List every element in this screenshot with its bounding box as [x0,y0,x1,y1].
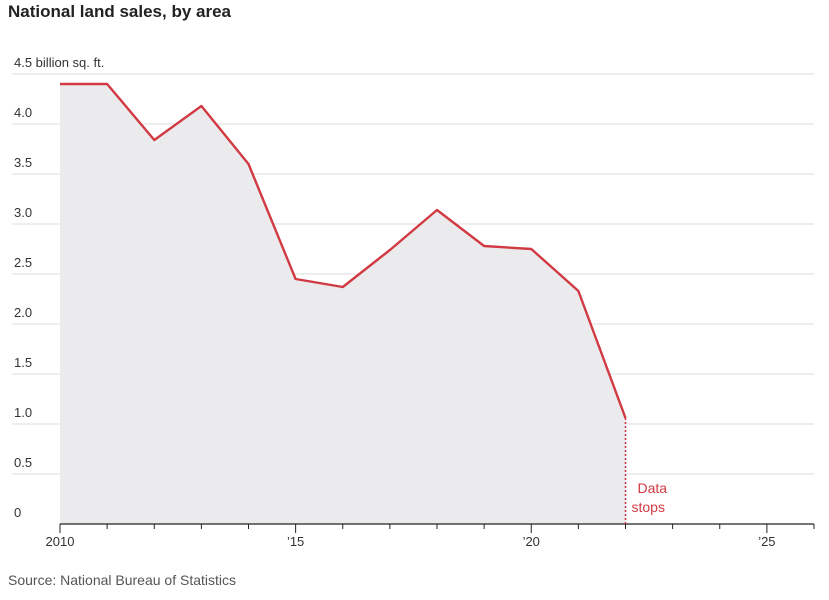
y-axis-labels: 0 0.5 1.0 1.5 2.0 2.5 3.0 3.5 4.0 4.5 billion sq.… [14,55,104,520]
x-tick-label-0: 2010 [46,534,75,549]
y-tick-label-5: 2.5 [14,255,32,270]
x-axis-ticks [59,524,815,533]
data-stops-label-line1: Data [638,480,668,496]
x-tick-label-1: ’15 [287,534,304,549]
y-tick-label-6: 3.0 [14,205,32,220]
data-stops-label-line2: stops [632,499,665,515]
series-area-fill [60,84,626,524]
y-tick-label-4: 2.0 [14,305,32,320]
source-note: Source: National Bureau of Statistics [8,572,237,588]
y-tick-label-1: 0.5 [14,455,32,470]
chart-title: National land sales, by area [8,2,231,21]
y-tick-label-0: 0 [14,505,21,520]
chart-area: 0 0.5 1.0 1.5 2.0 2.5 3.0 3.5 4.0 4.5 billion sq.… [12,55,815,549]
x-tick-label-2: ’20 [523,534,540,549]
y-tick-label-2: 1.0 [14,405,32,420]
y-tick-label-8: 4.0 [14,105,32,120]
x-tick-label-3: ’25 [758,534,775,549]
y-tick-label-3: 1.5 [14,355,32,370]
x-axis-labels: 2010 ’15 ’20 ’25 [46,534,776,549]
series-line [60,82,627,419]
y-tick-label-9: 4.5 billion sq. ft. [14,55,104,70]
y-tick-label-7: 3.5 [14,155,32,170]
